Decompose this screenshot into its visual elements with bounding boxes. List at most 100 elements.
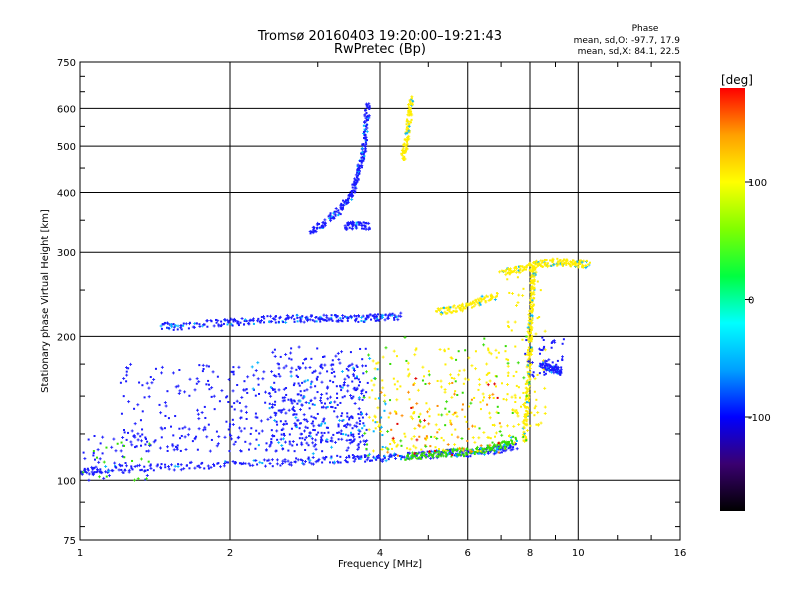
data-point <box>179 449 182 452</box>
data-point <box>254 447 257 450</box>
data-point <box>559 262 562 265</box>
data-point <box>485 381 488 384</box>
data-point <box>322 225 326 229</box>
data-point <box>337 438 340 441</box>
data-point <box>530 327 533 330</box>
data-point <box>227 319 231 323</box>
data-point <box>516 414 520 418</box>
data-point <box>389 453 392 456</box>
data-point <box>458 304 461 307</box>
data-point <box>533 414 536 417</box>
data-point <box>326 370 329 373</box>
data-point <box>303 357 307 361</box>
data-point <box>322 417 326 421</box>
data-point <box>511 447 515 451</box>
data-point <box>423 454 427 458</box>
data-point <box>87 478 91 482</box>
data-point <box>525 266 528 269</box>
data-point <box>527 346 530 349</box>
data-point <box>402 158 405 161</box>
data-point <box>415 438 419 442</box>
data-point <box>357 166 360 169</box>
data-point <box>543 373 546 376</box>
data-point <box>474 425 477 428</box>
data-point <box>354 190 357 193</box>
data-point <box>211 370 215 374</box>
data-point <box>405 359 408 362</box>
data-point <box>180 328 183 331</box>
data-point <box>539 363 542 366</box>
data-point <box>339 318 343 322</box>
data-point <box>545 364 548 367</box>
data-point <box>402 150 405 153</box>
data-point <box>271 465 274 468</box>
data-point <box>239 429 243 433</box>
data-point <box>271 317 275 321</box>
data-point <box>271 350 275 354</box>
data-point <box>536 411 540 415</box>
data-point <box>280 429 283 432</box>
data-point <box>425 435 428 438</box>
data-point <box>506 272 509 275</box>
data-point <box>495 375 498 378</box>
data-point <box>300 394 303 397</box>
data-point <box>395 445 398 448</box>
data-point <box>305 388 309 392</box>
data-point <box>270 440 273 443</box>
data-point <box>351 417 354 420</box>
data-point <box>282 387 286 391</box>
data-point <box>232 366 235 369</box>
colorbar <box>720 88 745 511</box>
data-point <box>361 398 364 401</box>
data-point <box>376 406 380 410</box>
data-point <box>463 377 467 381</box>
data-point <box>380 447 384 451</box>
data-point <box>359 411 362 414</box>
data-point <box>528 303 532 307</box>
data-point <box>293 399 296 402</box>
data-point <box>305 357 308 360</box>
data-point <box>373 316 377 320</box>
data-point <box>375 314 379 318</box>
data-point <box>479 408 482 411</box>
data-point <box>196 448 199 451</box>
data-point <box>352 395 355 398</box>
data-point <box>366 123 369 126</box>
data-point <box>523 434 526 437</box>
data-point <box>336 396 339 399</box>
data-point <box>219 465 223 469</box>
data-point <box>489 437 492 440</box>
data-point <box>557 260 560 263</box>
data-point <box>291 314 294 317</box>
data-point <box>144 437 147 440</box>
data-point <box>281 396 284 399</box>
data-point <box>519 265 522 268</box>
data-point <box>293 410 296 413</box>
data-point <box>529 338 532 341</box>
data-point <box>409 107 412 110</box>
data-point <box>81 470 85 474</box>
data-point <box>342 433 345 436</box>
data-point <box>308 365 312 369</box>
data-point <box>531 270 535 274</box>
data-point <box>201 370 204 373</box>
data-point <box>104 470 108 474</box>
data-point <box>313 429 316 432</box>
data-point <box>491 392 495 396</box>
data-point <box>247 322 251 326</box>
data-point <box>202 368 205 371</box>
data-point <box>357 221 360 224</box>
data-point <box>277 409 280 412</box>
data-point <box>428 453 432 457</box>
data-point <box>353 424 357 428</box>
data-point <box>303 429 307 433</box>
data-point <box>427 382 431 386</box>
data-point <box>121 435 125 439</box>
data-point <box>424 453 428 457</box>
data-point <box>527 323 530 326</box>
data-point <box>240 416 243 419</box>
data-point <box>326 397 330 401</box>
data-point <box>364 454 367 457</box>
data-point <box>387 454 391 458</box>
data-point <box>202 322 206 326</box>
